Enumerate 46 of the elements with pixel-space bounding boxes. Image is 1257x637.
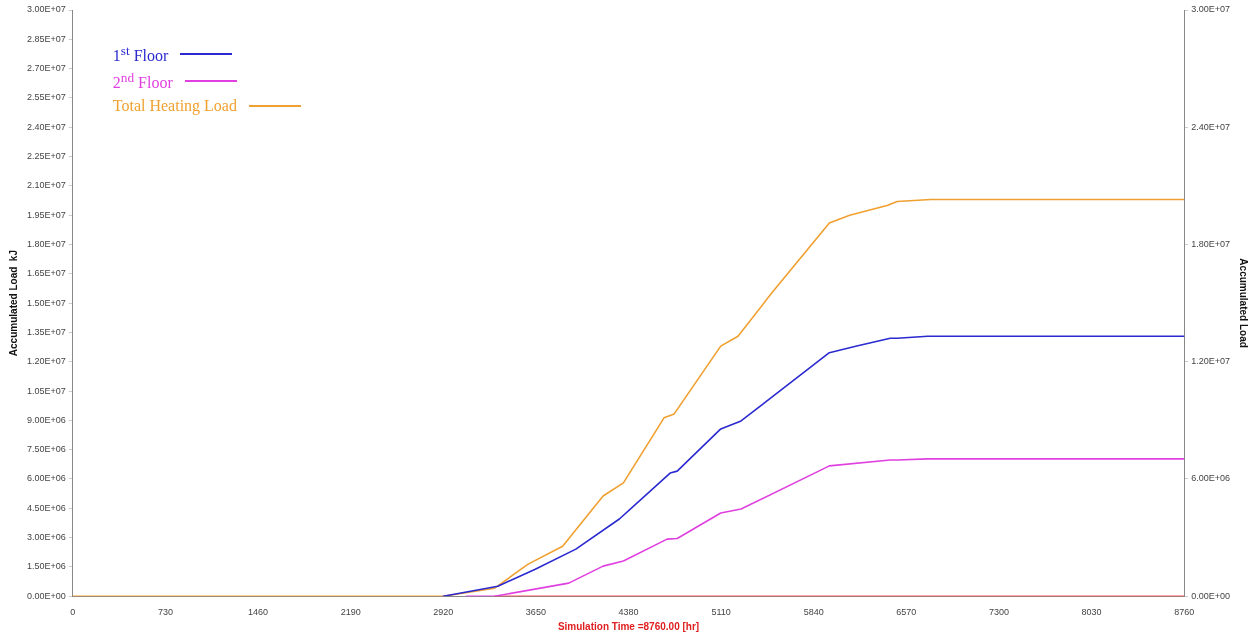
y-tick-label: 1.20E+07 <box>26 356 66 367</box>
y2-axis-title: Accumulated Load <box>1238 258 1250 348</box>
y-tick-label: 7.50E+06 <box>26 444 66 455</box>
y-axis-title: Accumulated Load kJ <box>7 250 19 357</box>
y-tick-label: 4.50E+06 <box>26 502 66 513</box>
x-tick-label: 2190 <box>340 607 361 618</box>
y-tick-label: 1.95E+07 <box>26 209 66 220</box>
y-tick-label: 1.05E+07 <box>26 385 66 396</box>
x-tick-label: 5110 <box>711 607 731 618</box>
legend-label: Total Heating Load <box>112 95 237 117</box>
y2-tick-label: 1.20E+07 <box>1191 356 1231 367</box>
y2-tick-label: 2.40E+07 <box>1191 121 1231 132</box>
y-tick-label: 1.50E+07 <box>26 297 66 308</box>
x-tick-label: 1460 <box>248 607 269 618</box>
y-tick-label: 2.40E+07 <box>26 121 66 132</box>
legend-label: 2$^{nd}$ Floor <box>112 69 173 94</box>
y2-tick-label: 1.80E+07 <box>1191 238 1231 249</box>
x-tick-label: 2920 <box>433 607 454 618</box>
y-tick-label: 2.70E+07 <box>26 63 66 74</box>
x-tick-label: 8030 <box>1081 607 1102 618</box>
y-tick-label: 1.65E+07 <box>26 268 66 279</box>
y2-tick-label: 6.00E+06 <box>1191 473 1231 484</box>
x-tick-label: 4380 <box>618 607 639 618</box>
y-tick-label: 6.00E+06 <box>26 473 66 484</box>
y-tick-label: 1.35E+07 <box>26 326 66 337</box>
x-tick-label: 7300 <box>988 607 1009 618</box>
y2-tick-label: 3.00E+07 <box>1191 4 1231 15</box>
x-axis-title: Simulation Time =8760.00 [hr] <box>557 620 700 632</box>
x-tick-label: 8760 <box>1174 607 1195 618</box>
x-tick-label: 5840 <box>803 607 824 618</box>
y-tick-label: 2.10E+07 <box>26 180 66 191</box>
y-tick-label: 1.80E+07 <box>26 238 66 249</box>
y-tick-label: 3.00E+06 <box>26 532 66 543</box>
x-tick-label: 730 <box>157 607 173 618</box>
y-tick-label: 1.50E+06 <box>26 561 66 572</box>
y-tick-label: 3.00E+07 <box>26 4 66 15</box>
y-tick-label: 2.85E+07 <box>26 33 66 44</box>
y2-tick-label: 0.00E+00 <box>1191 590 1231 601</box>
y-tick-label: 0.00E+00 <box>26 590 66 601</box>
y-tick-label: 2.55E+07 <box>26 92 66 103</box>
legend-label: 1$^{st}$ Floor <box>112 42 169 67</box>
y-tick-label: 9.00E+06 <box>26 414 66 425</box>
x-tick-label: 3650 <box>525 607 546 618</box>
y-tick-label: 2.25E+07 <box>26 151 66 162</box>
x-tick-label: 0 <box>70 607 76 618</box>
x-tick-label: 6570 <box>896 607 917 618</box>
